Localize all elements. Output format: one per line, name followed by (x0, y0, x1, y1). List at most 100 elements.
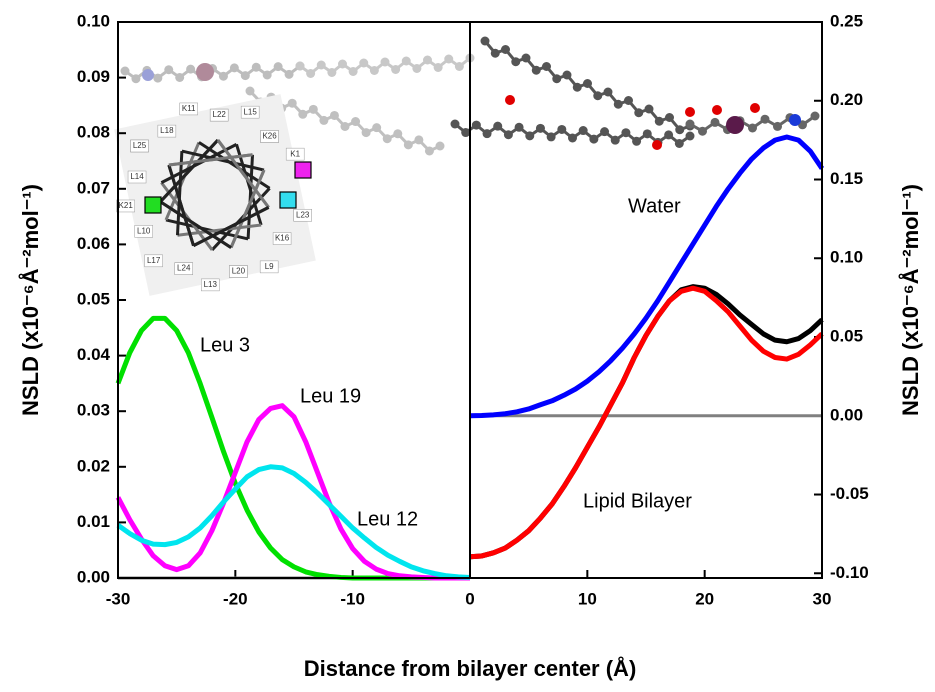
molecule-atom (505, 95, 515, 105)
molecule-atom (372, 123, 382, 133)
molecule-atom (369, 66, 379, 75)
molecule-atom (306, 69, 316, 78)
x-tick-label: 20 (695, 589, 714, 608)
wheel-label: L20 (232, 267, 246, 276)
y-tick-label: 0.02 (77, 456, 110, 475)
wheel-bond (181, 149, 265, 172)
molecule-atom (142, 69, 154, 81)
molecule-atom (380, 57, 390, 67)
wheel-bond (235, 143, 263, 226)
y-tick-label: 0.08 (77, 123, 110, 142)
y-tick-label: 0.01 (77, 512, 110, 531)
y2-tick-label: -0.10 (830, 563, 869, 582)
molecule-atom (316, 60, 326, 70)
wheel-bond (177, 223, 262, 237)
wheel-label: L23 (296, 210, 310, 219)
wheel-label: K26 (262, 132, 277, 141)
residue-marker (294, 161, 312, 179)
residue-marker (144, 196, 162, 214)
molecule-atom (665, 113, 674, 122)
molecule-atom (327, 68, 337, 77)
molecule-atom (412, 64, 422, 73)
wheel-bond (159, 139, 219, 203)
molecule-atom (471, 120, 481, 130)
x-tick-label: 30 (813, 589, 832, 608)
molecule-atom (712, 105, 722, 115)
molecule-atom (444, 54, 454, 64)
molecule-atom (531, 65, 541, 75)
wheel-label: L24 (177, 264, 191, 273)
molecule-atom (546, 132, 556, 142)
molecule-atom (359, 58, 369, 68)
molecule-atom (433, 63, 443, 72)
molecule-atom (593, 91, 603, 101)
molecule-atom (624, 96, 633, 105)
wheel-bond (165, 218, 249, 241)
wheel-bond (168, 153, 253, 167)
molecule-atom (685, 107, 695, 117)
wheel-bond (229, 169, 266, 249)
molecule-atom (284, 69, 294, 79)
molecule-atom (403, 140, 413, 150)
molecule-atom (685, 119, 695, 129)
molecule-atom (480, 36, 490, 46)
molecule-atom (340, 122, 350, 131)
molecule-atom (685, 131, 695, 141)
wheel-bond (159, 200, 232, 249)
molecule-atom (583, 79, 592, 88)
wheel-label-box (260, 130, 279, 143)
y-tick-label: 0.09 (77, 67, 110, 86)
wheel-label-box (293, 208, 312, 222)
wheel-bond (160, 181, 214, 251)
wheel-label-box (179, 102, 198, 116)
molecule-atom (218, 71, 228, 81)
wheel-label-box (201, 278, 220, 292)
molecule-atom (632, 136, 642, 146)
y-axis-title: NSLD (x10⁻⁶Å⁻²mol⁻¹) (17, 184, 43, 416)
molecule-atom (552, 74, 562, 84)
wheel-label: L9 (265, 262, 274, 271)
molecule-atom (557, 124, 567, 134)
wheel-bond (216, 139, 270, 209)
y2-tick-label: 0.25 (830, 11, 863, 30)
y-tick-label: 0.07 (77, 178, 110, 197)
molecule-atom (562, 70, 572, 80)
wheel-label: L25 (133, 141, 147, 150)
x-tick-label: 10 (578, 589, 597, 608)
wheel-label-box (174, 262, 193, 275)
molecule-illustration (120, 36, 820, 156)
x-tick-label: -30 (106, 589, 131, 608)
molecule-atom (750, 103, 760, 113)
molecule-atom (698, 126, 707, 136)
molecule-atom (603, 87, 613, 97)
y-tick-label: 0.00 (77, 567, 110, 586)
series-line (469, 284, 824, 560)
y2-tick-label: 0.00 (830, 405, 863, 424)
wheel-label: L15 (243, 107, 257, 116)
molecule-atom (450, 119, 460, 129)
molecule-atom (251, 62, 261, 72)
wheel-label-box (240, 105, 260, 119)
series-line (469, 285, 824, 560)
wheel-label: L14 (130, 172, 144, 181)
molecule-atom (153, 73, 163, 83)
series-label: Water (628, 195, 681, 217)
molecule-atom (175, 72, 185, 82)
wheel-label-box (134, 225, 153, 238)
wheel-label: L13 (204, 280, 218, 289)
series-label: Leu 12 (357, 508, 418, 530)
y2-axis-title: NSLD (x10⁻⁶Å⁻²mol⁻¹) (897, 184, 923, 416)
x-axis-title: Distance from bilayer center (Å) (304, 655, 637, 681)
wheel-label-box (229, 265, 248, 278)
molecule-atom (196, 63, 214, 81)
molecule-atom (393, 129, 403, 139)
wheel-bond (164, 141, 201, 221)
molecule-atom (240, 71, 250, 81)
series-line (116, 464, 471, 580)
y-tick-label: 0.06 (77, 234, 110, 253)
series-label: Leu 3 (200, 334, 250, 356)
wheel-label-box (259, 260, 279, 274)
molecule-atom (675, 125, 685, 135)
molecule-atom (461, 128, 471, 138)
